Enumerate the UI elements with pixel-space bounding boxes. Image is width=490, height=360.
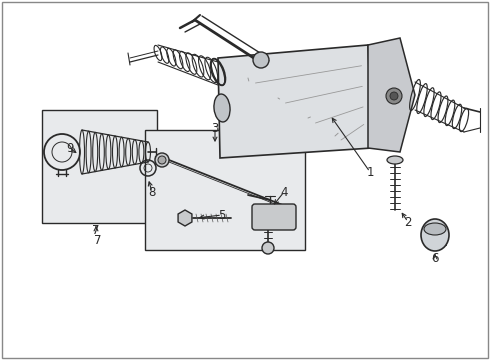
FancyBboxPatch shape xyxy=(252,204,296,230)
Circle shape xyxy=(386,88,402,104)
Text: 6: 6 xyxy=(431,252,439,265)
Ellipse shape xyxy=(158,156,166,164)
Ellipse shape xyxy=(387,156,403,164)
Polygon shape xyxy=(178,210,192,226)
Ellipse shape xyxy=(421,219,449,251)
Bar xyxy=(42,110,157,223)
Circle shape xyxy=(390,92,398,100)
Circle shape xyxy=(262,242,274,254)
Polygon shape xyxy=(218,45,372,158)
Ellipse shape xyxy=(424,223,446,235)
Text: 5: 5 xyxy=(219,208,226,221)
Circle shape xyxy=(253,52,269,68)
Polygon shape xyxy=(368,38,415,152)
Text: 3: 3 xyxy=(211,122,219,135)
Ellipse shape xyxy=(155,153,169,167)
Text: 1: 1 xyxy=(366,166,374,179)
Text: 8: 8 xyxy=(148,185,156,198)
Bar xyxy=(145,130,305,250)
Text: 4: 4 xyxy=(280,185,288,198)
Text: 2: 2 xyxy=(404,216,412,229)
Text: 9: 9 xyxy=(66,141,74,154)
Text: 7: 7 xyxy=(92,224,100,237)
Text: 7: 7 xyxy=(94,234,102,247)
Ellipse shape xyxy=(214,94,230,122)
